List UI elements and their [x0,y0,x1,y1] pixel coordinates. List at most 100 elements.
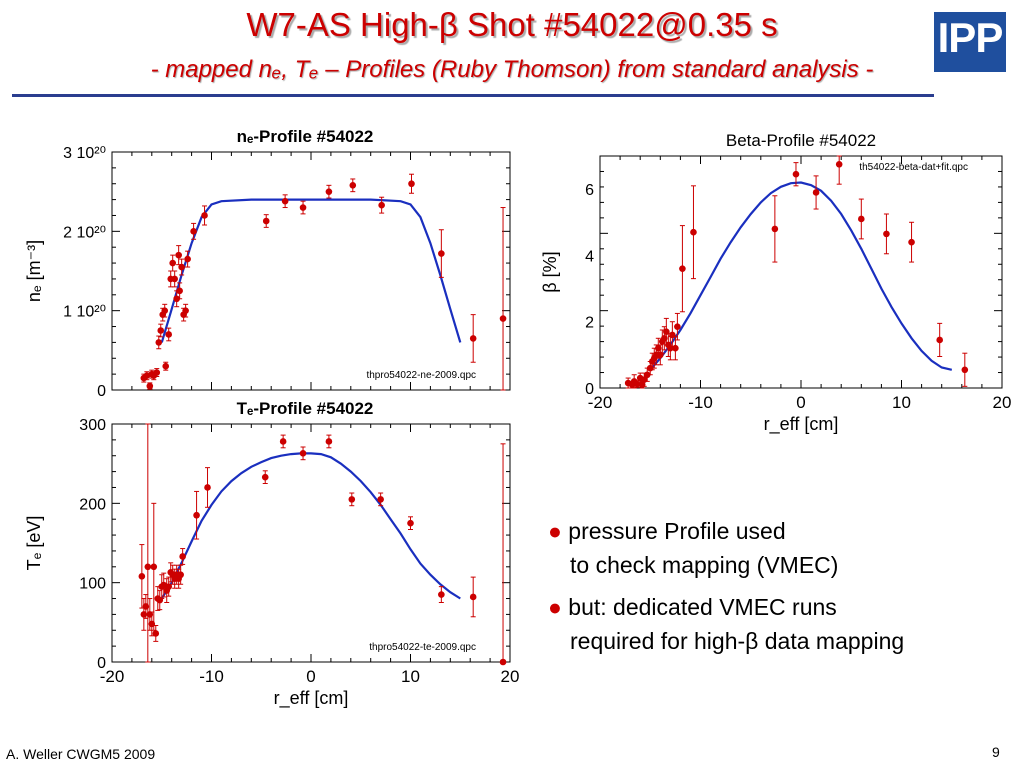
chart-title: Beta-Profile #54022 [726,131,876,150]
data-point [672,344,679,352]
data-point [499,658,507,666]
file-annotation: th54022-beta-dat+fit.qpc [859,162,968,173]
y-tick-label: 0 [97,383,106,400]
data-point [153,369,161,376]
data-point [469,593,477,601]
data-point [281,197,289,205]
data-point [178,263,185,271]
data-point [190,228,197,235]
data-point [144,563,152,571]
bullet-list: ● pressure Profile used to check mapping… [548,514,1008,658]
data-point [179,553,186,560]
data-point [325,188,333,195]
chart-title: nₑ-Profile #54022 [237,127,374,146]
data-point [961,366,969,374]
data-point [193,511,200,519]
y-axis-label: Tₑ [eV] [24,516,44,571]
data-point [771,225,779,233]
data-point [155,339,163,346]
data-point [201,212,208,219]
x-tick-label: -20 [100,667,125,686]
data-point [348,496,356,503]
x-axis-label: r_eff [cm] [764,414,839,435]
data-point [936,336,943,344]
data-point [883,230,890,238]
data-point [858,215,865,223]
plot-frame [111,423,511,663]
data-point [499,315,507,322]
data-point [184,255,191,263]
slide-subtitle: - mapped nₑ, Tₑ – Profiles (Ruby Thomson… [150,56,874,83]
data-point [157,327,165,334]
data-point [173,295,180,303]
data-point [908,238,915,246]
chart-title: Tₑ-Profile #54022 [237,399,374,418]
data-point [633,380,641,388]
y-tick-label: 200 [79,496,106,513]
x-tick-label: -10 [199,667,224,686]
data-point [165,583,173,590]
x-tick-label: -20 [588,393,613,412]
data-point [349,182,357,189]
y-tick-label: 2 [585,315,594,332]
data-point [177,571,184,579]
data-point [643,371,651,379]
data-point [204,484,211,491]
x-tick-label: 10 [892,393,911,412]
data-point [792,170,800,178]
data-point [161,307,169,314]
data-point [261,473,269,481]
bullet-line: but: dedicated VMEC runs [568,594,837,620]
y-axis-label: nₑ [m⁻³] [24,240,44,302]
y-tick-label: 0 [97,655,106,672]
bullet-item: ● pressure Profile used [548,514,1008,548]
data-point [152,630,160,637]
y-tick-label: 0 [585,381,594,398]
data-point [299,204,307,211]
data-point [146,382,154,390]
data-point [835,160,843,168]
y-tick-label: 2 10²⁰ [63,224,106,241]
x-axis-label: r_eff [cm] [274,688,349,709]
ne-profile-chart: 0 1 10²⁰ 2 10²⁰ 3 10²⁰ nₑ-Profile #54022 nₑ [… [24,127,511,400]
data-point [138,573,146,580]
x-tick-label: 0 [796,393,805,412]
data-point [262,217,270,225]
data-point [378,201,385,209]
y-tick-label: 6 [585,182,594,199]
y-tick-label: 3 10²⁰ [63,145,106,162]
data-point [299,450,307,457]
y-tick-label: 4 [585,248,594,265]
bullet-line: to check mapping (VMEC) [570,552,839,578]
data-point [690,228,697,236]
fit-curve [160,198,462,343]
data-point [812,189,820,196]
bullet-dot-icon: ● [548,518,562,544]
data-point [175,251,182,259]
x-tick-label: 10 [401,667,420,686]
footer-author: A. Weller CWGM5 2009 [6,746,156,762]
x-tick-label: 20 [501,667,520,686]
data-point [171,275,178,283]
data-point [150,563,158,571]
fit-curve [160,452,461,600]
data-point [165,331,173,338]
data-point [162,362,170,370]
plot-frame [111,151,511,391]
data-point [182,307,189,314]
data-point [674,323,681,330]
file-annotation: thpro54022-te-2009.qpc [369,642,476,653]
y-axis-label: β [%] [540,251,560,292]
x-tick-label: 20 [993,393,1012,412]
data-point [679,265,686,272]
data-point [279,438,287,445]
y-tick-label: 1 10²⁰ [63,304,106,321]
slide-title: W7-AS High-β Shot #54022@0.35 s [246,6,778,43]
data-point [407,519,414,527]
data-point [377,496,384,503]
data-point [176,287,183,295]
y-tick-label: 100 [79,576,106,593]
logo-text: IPP [937,14,1004,61]
title-divider [12,94,934,97]
data-point [325,438,333,445]
